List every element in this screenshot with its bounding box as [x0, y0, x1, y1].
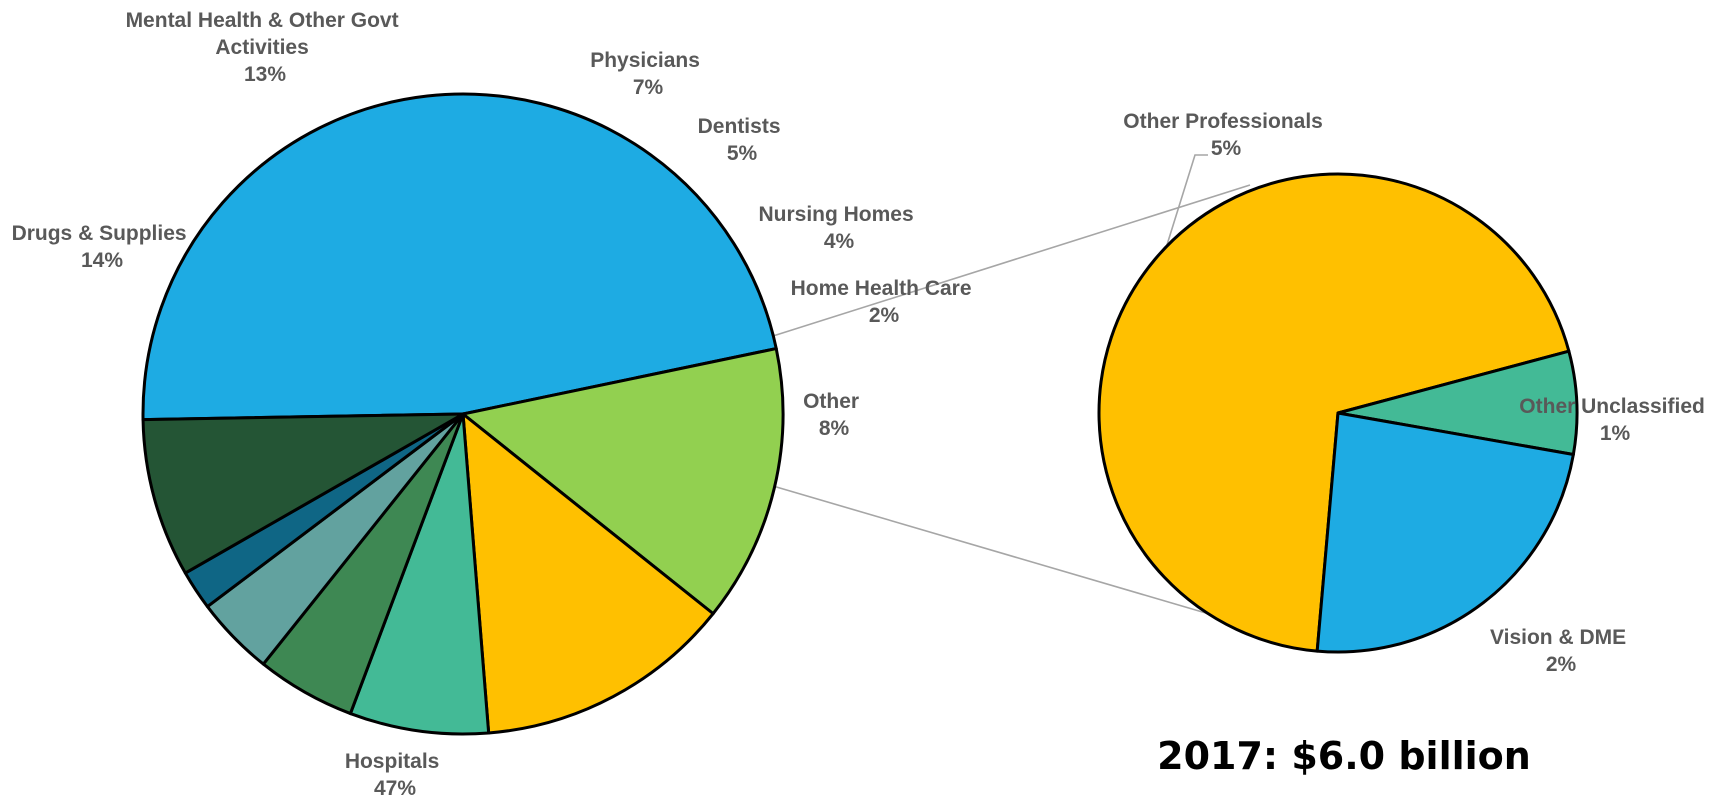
label-other-unclassified: Other Unclassified 1% — [1519, 395, 1710, 445]
connector-line-top — [772, 184, 1251, 337]
label-home-health-care: Home Health Care 2% — [791, 277, 978, 327]
slice-other-professionals[interactable] — [1097, 172, 1571, 653]
label-vision-dme: Vision & DME 2% — [1490, 626, 1632, 676]
label-nursing-homes: Nursing Homes 4% — [758, 203, 919, 253]
slice-vision-dme[interactable] — [1315, 411, 1575, 654]
label-hospitals: Hospitals 47% — [345, 750, 445, 799]
label-physicians: Physicians 7% — [590, 49, 706, 99]
secondary-pie — [1097, 172, 1579, 654]
main-pie — [141, 92, 785, 736]
total-annotation: 2017: $6.0 billion — [1157, 734, 1531, 778]
slice-mental-health[interactable] — [461, 412, 715, 735]
connector-line-bottom — [772, 485, 1251, 627]
label-other-professionals: Other Professionals 5% — [1123, 110, 1328, 160]
label-dentists: Dentists 5% — [698, 115, 787, 165]
label-drugs-supplies: Drugs & Supplies 14% — [12, 222, 193, 272]
slice-hospitals[interactable] — [141, 92, 778, 422]
slice-drugs-supplies[interactable] — [461, 347, 785, 616]
slice-other-unclassified[interactable] — [1336, 349, 1579, 456]
leader-line-other-professionals — [1165, 154, 1208, 249]
label-mental-health: Mental Health & Other Govt Activities 13… — [126, 9, 405, 86]
label-other: Other 8% — [803, 390, 865, 440]
slice-physicians[interactable] — [348, 412, 491, 736]
slice-other[interactable] — [141, 412, 465, 575]
